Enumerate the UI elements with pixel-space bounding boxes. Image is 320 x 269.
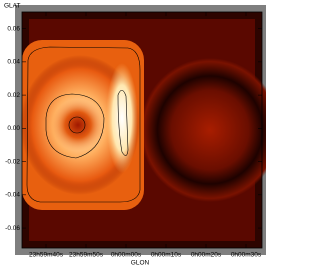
- y-tick-label: -0.06: [5, 225, 20, 232]
- core: [52, 99, 104, 151]
- y-tick-label: -0.04: [5, 192, 20, 199]
- x-tick-label: 23h59m40s: [29, 252, 64, 259]
- y-tick-label: 0.06: [7, 25, 20, 32]
- x-tick-label: 0h00m20s: [191, 252, 222, 259]
- y-tick-label: -0.02: [5, 158, 20, 165]
- image: [15, 5, 266, 255]
- y-axis-title: GLAT: [4, 3, 21, 10]
- y-tick-label: 0.04: [7, 59, 20, 66]
- x-tick-label: 0h00m30s: [231, 252, 262, 259]
- x-tick-label: 0h00m10s: [151, 252, 182, 259]
- y-tick-label: 0.00: [7, 125, 20, 132]
- axes-frame: [21, 11, 263, 249]
- contour: [117, 89, 129, 156]
- contour: [68, 116, 86, 134]
- x-tick-label: 0h00m00s: [111, 252, 142, 259]
- contour: [45, 93, 105, 159]
- x-axis-label: GLON: [131, 260, 150, 267]
- contour: [26, 46, 141, 203]
- x-tick-label: 23h59m50s: [69, 252, 104, 259]
- chart: GLAT GLON 0.06 0.04 0.02 0.00 -0.02 -0.04 -0.0…: [4, 3, 266, 267]
- contours: [26, 46, 141, 203]
- bright-ridge: [106, 63, 138, 173]
- y-tick-label: 0.02: [7, 92, 20, 99]
- dark-ring: [140, 58, 266, 202]
